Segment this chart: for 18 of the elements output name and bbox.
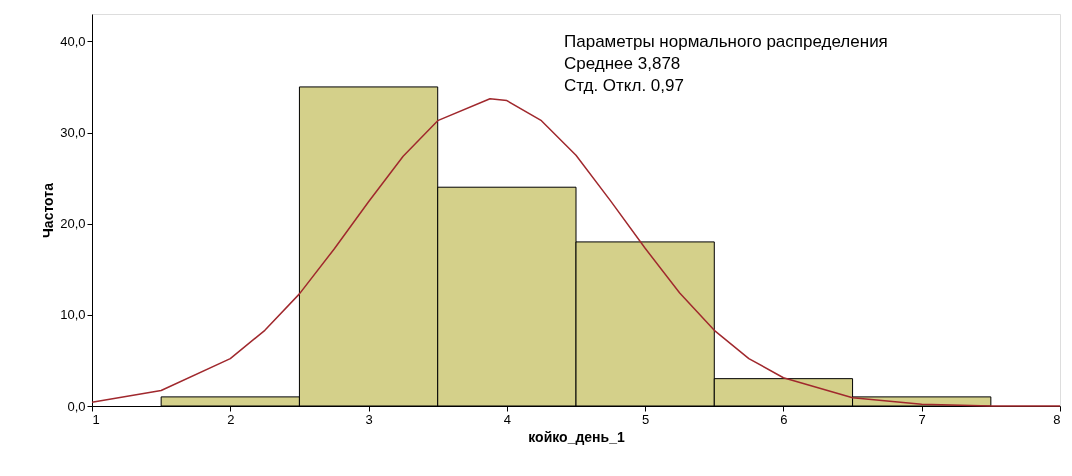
x-axis-title: койко_день_1 (528, 428, 625, 445)
x-tick-label: 3 (365, 411, 373, 427)
x-tick-label: 1 (92, 411, 100, 427)
y-tick-label: 0,0 (67, 398, 86, 414)
x-tick-label: 6 (780, 411, 788, 427)
x-tick-label: 2 (227, 411, 235, 427)
y-tick-label: 10,0 (60, 307, 86, 323)
y-tick-label: 30,0 (60, 125, 86, 141)
x-tick-label: 7 (918, 411, 926, 427)
x-tick-label: 8 (1053, 411, 1061, 427)
x-tick-label: 4 (503, 411, 511, 427)
y-tick-label: 40,0 (60, 33, 86, 49)
annotation: Параметры нормального распределения (564, 32, 888, 51)
x-tick-label: 5 (642, 411, 650, 427)
y-tick-label: 20,0 (60, 216, 86, 232)
annotation: Среднее 3,878 (564, 54, 681, 73)
annotation: Стд. Откл. 0,97 (564, 76, 684, 95)
y-axis-title: Частота (40, 182, 57, 238)
